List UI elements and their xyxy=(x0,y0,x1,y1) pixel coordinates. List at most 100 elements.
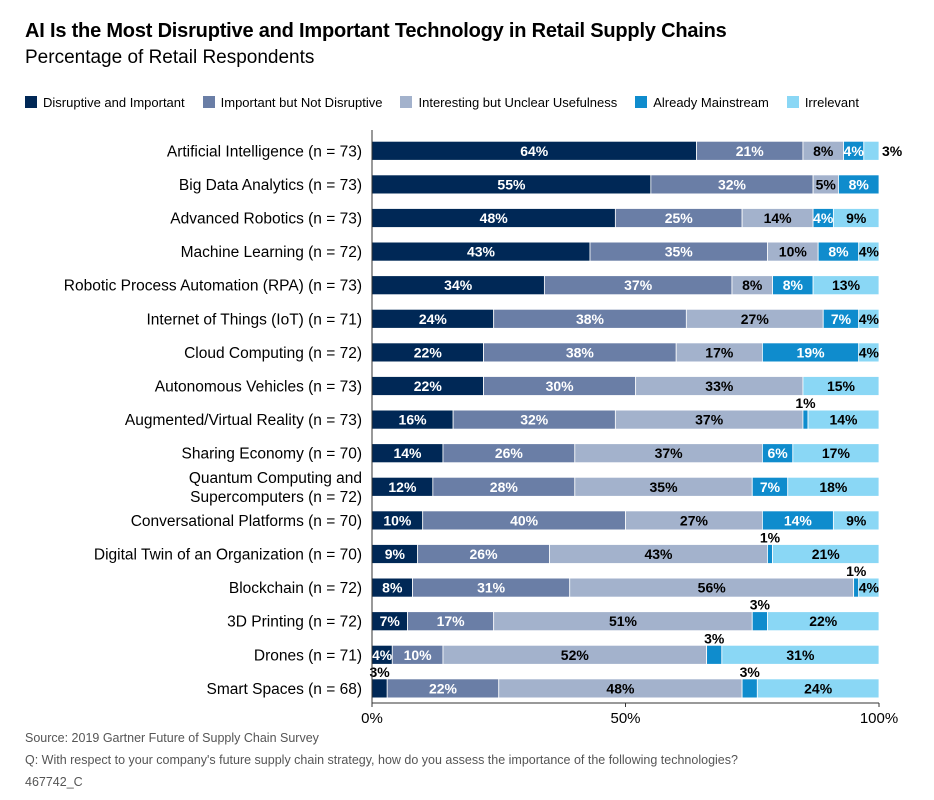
data-label: 4% xyxy=(813,210,834,226)
data-label: 10% xyxy=(779,244,808,260)
data-label: 22% xyxy=(809,613,838,629)
figure-code: 467742_C xyxy=(25,775,83,789)
category-label: Artificial Intelligence (n = 73) xyxy=(167,143,362,160)
bar-segment xyxy=(858,308,880,329)
question-note: Q: With respect to your company's future… xyxy=(25,753,738,767)
data-label: 7% xyxy=(831,311,852,327)
category-label: Autonomous Vehicles (n = 73) xyxy=(155,379,362,396)
legend-item-3: Already Mainstream xyxy=(635,95,769,110)
legend-label: Disruptive and Important xyxy=(43,94,185,110)
category-label-line: Sharing Economy (n = 70) xyxy=(182,446,363,463)
category-label-line: Smart Spaces (n = 68) xyxy=(207,681,363,698)
data-label: 26% xyxy=(495,445,524,461)
data-label: 51% xyxy=(609,613,638,629)
bar-segment xyxy=(812,275,880,296)
data-label: 22% xyxy=(414,378,443,394)
category-label: Advanced Robotics (n = 73) xyxy=(170,211,362,228)
category-label: Quantum Computing and Supercomputers (n =… xyxy=(189,470,362,506)
data-label: 3% xyxy=(740,664,761,680)
data-label: 32% xyxy=(718,176,747,192)
data-label: 38% xyxy=(576,311,605,327)
data-label: 19% xyxy=(797,344,826,360)
data-label: 24% xyxy=(419,311,448,327)
data-label: 1% xyxy=(795,395,816,411)
data-label: 12% xyxy=(388,479,417,495)
data-label: 34% xyxy=(444,277,473,293)
data-label: 28% xyxy=(490,479,519,495)
data-label: 43% xyxy=(467,244,496,260)
data-label: 10% xyxy=(404,647,433,663)
category-label: Smart Spaces (n = 68) xyxy=(207,681,363,698)
data-label: 4% xyxy=(844,143,865,159)
bar-segment xyxy=(792,443,880,464)
data-label: 37% xyxy=(695,412,724,428)
category-label-line: Digital Twin of an Organization (n = 70) xyxy=(94,547,362,564)
legend-item-2: Interesting but Unclear Usefulness xyxy=(400,95,617,110)
data-label: 48% xyxy=(480,210,509,226)
category-label-line: Robotic Process Automation (RPA) (n = 73… xyxy=(64,278,362,295)
category-label: Blockchain (n = 72) xyxy=(229,580,362,597)
data-label: 3% xyxy=(882,143,903,159)
legend: Disruptive and Important Important but No… xyxy=(25,93,859,111)
data-label: 4% xyxy=(372,647,393,663)
legend-item-4: Irrelevant xyxy=(786,95,859,110)
category-label: Machine Learning (n = 72) xyxy=(181,244,362,261)
legend-swatch xyxy=(202,96,215,108)
category-label: Internet of Things (IoT) (n = 71) xyxy=(146,311,362,328)
bar-segment xyxy=(751,611,768,632)
category-label-line: Drones (n = 71) xyxy=(254,647,362,664)
category-label-line: Artificial Intelligence (n = 73) xyxy=(167,143,362,160)
data-label: 9% xyxy=(385,546,406,562)
bar-segment xyxy=(741,678,758,699)
data-label: 18% xyxy=(819,479,848,495)
data-label: 21% xyxy=(812,546,841,562)
data-label: 8% xyxy=(813,143,834,159)
data-label: 48% xyxy=(606,680,635,696)
category-label: 3D Printing (n = 72) xyxy=(227,614,362,631)
bar-segment xyxy=(838,174,880,195)
data-label: 24% xyxy=(804,680,833,696)
data-label: 27% xyxy=(741,311,770,327)
bar-segment xyxy=(832,510,880,531)
category-label: Robotic Process Automation (RPA) (n = 73… xyxy=(64,278,362,295)
data-label: 7% xyxy=(380,613,401,629)
data-label: 13% xyxy=(832,277,861,293)
data-label: 17% xyxy=(705,344,734,360)
data-label: 8% xyxy=(783,277,804,293)
data-label: 17% xyxy=(437,613,466,629)
legend-label: Already Mainstream xyxy=(653,94,769,110)
data-label: 8% xyxy=(382,580,403,596)
stacked-bar-chart: Artificial Intelligence (n = 73) 64% 21% 8%… xyxy=(64,130,903,725)
category-label-line: Internet of Things (IoT) (n = 71) xyxy=(146,311,362,328)
bar-segment xyxy=(858,577,880,598)
x-tick-label: 100% xyxy=(860,710,898,725)
data-label: 9% xyxy=(846,210,867,226)
data-label: 8% xyxy=(828,244,849,260)
bar-segment xyxy=(767,544,773,564)
chart-title: AI Is the Most Disruptive and Important … xyxy=(25,20,727,42)
category-label: Digital Twin of an Organization (n = 70) xyxy=(94,547,362,564)
data-label: 1% xyxy=(846,563,867,579)
data-label: 1% xyxy=(760,530,781,546)
category-label-line: Autonomous Vehicles (n = 73) xyxy=(155,379,362,396)
data-label: 14% xyxy=(764,210,793,226)
source-note: Source: 2019 Gartner Future of Supply Ch… xyxy=(25,731,319,745)
bar-segment xyxy=(802,376,880,396)
legend-swatch xyxy=(786,96,799,108)
data-label: 4% xyxy=(859,244,880,260)
data-label: 27% xyxy=(680,512,709,528)
bar-segment xyxy=(858,241,880,262)
data-label: 56% xyxy=(698,580,727,596)
data-label: 3% xyxy=(704,630,725,646)
data-label: 33% xyxy=(705,378,734,394)
category-label-line: Advanced Robotics (n = 73) xyxy=(170,211,362,228)
data-label: 55% xyxy=(497,176,526,192)
category-label-line: Augmented/Virtual Reality (n = 73) xyxy=(125,412,362,429)
data-label: 4% xyxy=(859,580,880,596)
data-label: 10% xyxy=(383,512,412,528)
data-label: 30% xyxy=(546,378,575,394)
data-label: 4% xyxy=(859,311,880,327)
bar-segment xyxy=(787,476,880,497)
data-label: 35% xyxy=(650,479,679,495)
data-label: 8% xyxy=(742,277,763,293)
